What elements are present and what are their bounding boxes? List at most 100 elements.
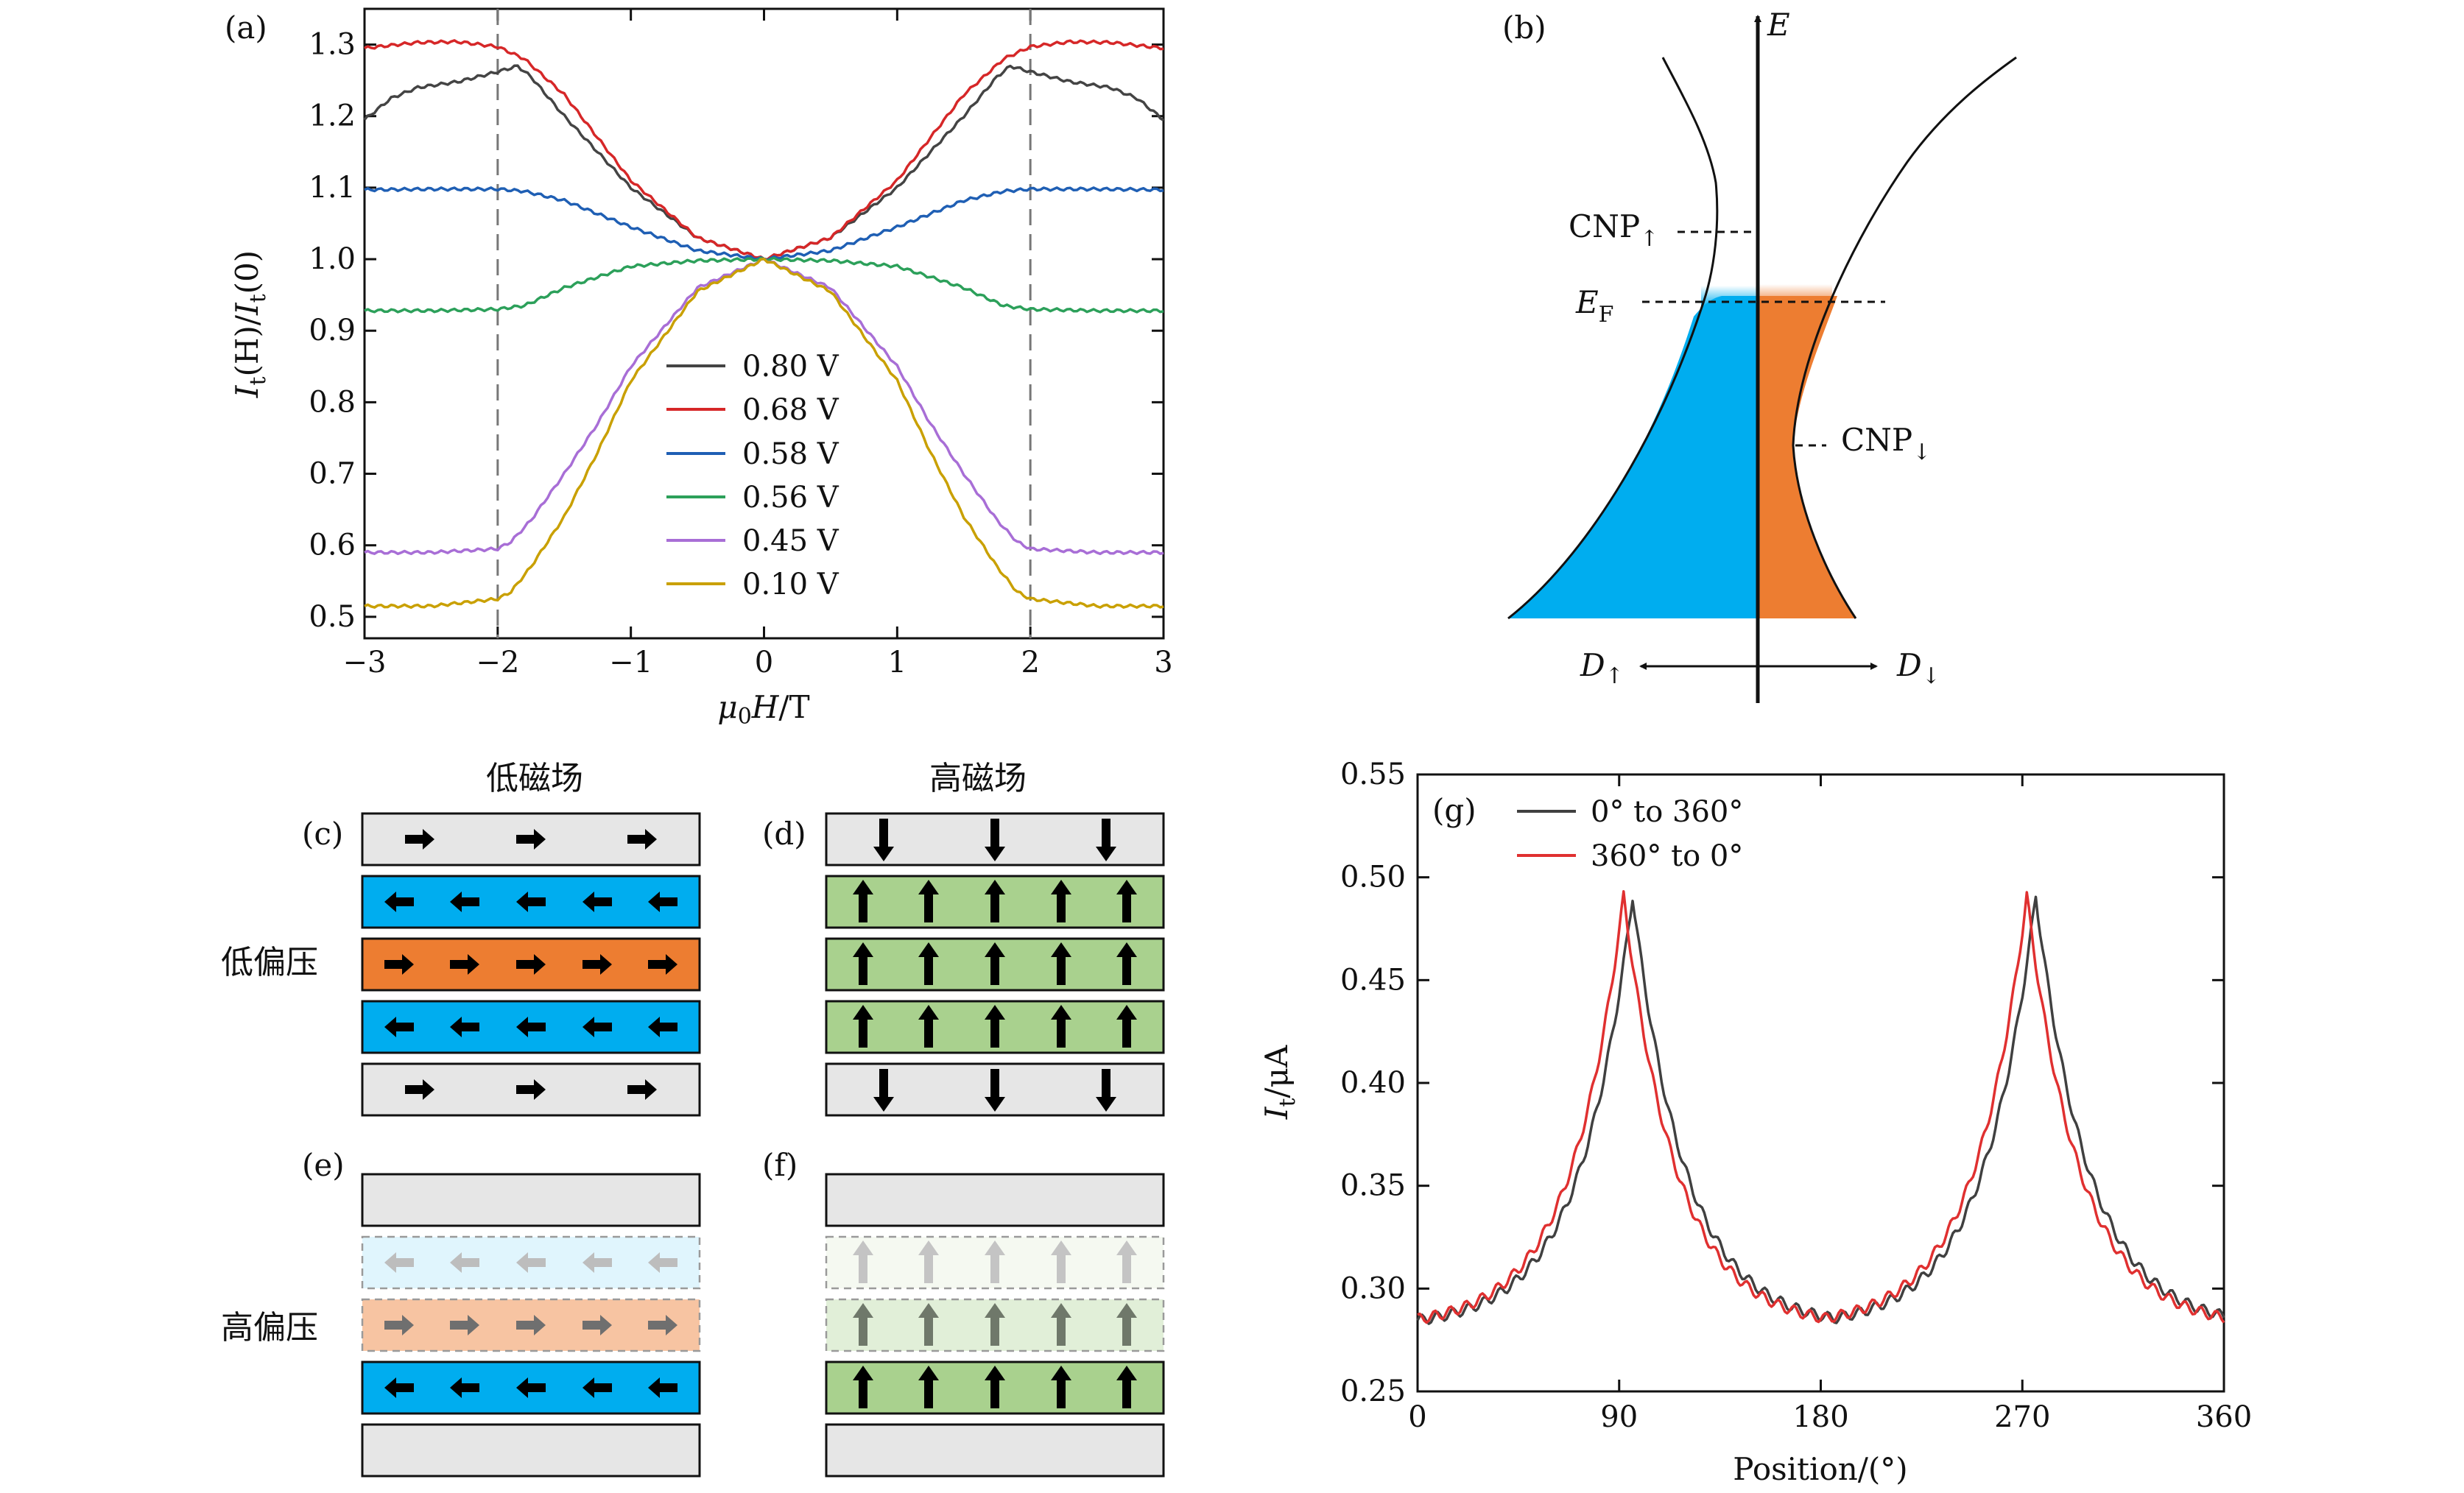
dos-curve-down — [1792, 56, 2017, 619]
panel-a-ylabel: It(H)/It(0) — [229, 250, 271, 398]
arrow-up-icon — [985, 942, 1005, 985]
fermi-fade-up — [1701, 286, 1756, 308]
legend-label-0.56: 0.56 V — [742, 481, 839, 515]
arrow-right-icon — [384, 1315, 414, 1335]
d-layer-2 — [825, 875, 1165, 929]
a-ytick-label: 0.5 — [309, 600, 356, 634]
arrow-up-icon — [853, 1240, 873, 1283]
dos-up-label: D↑ — [1580, 647, 1624, 689]
arrow-left-icon — [384, 892, 414, 912]
g-xtick-label: 180 — [1792, 1400, 1848, 1434]
a-xtick-label: −1 — [609, 646, 652, 680]
a-xtick-label: 1 — [888, 646, 907, 680]
arrow-down-icon — [873, 819, 894, 861]
legend-label-reverse: 360° to 0° — [1591, 839, 1743, 873]
row-label-low-bias: 低偏压 — [221, 944, 318, 981]
a-ytick-label: 0.8 — [309, 385, 356, 419]
panel-g-label: (g) — [1432, 792, 1476, 828]
arrow-up-icon — [853, 942, 873, 985]
arrow-up-icon — [985, 1366, 1005, 1408]
arrow-left-icon — [582, 1017, 612, 1037]
panel-b-label: (b) — [1502, 10, 1546, 46]
panel-b: (b) E D↑ D↓ CNP↑ EF CNP↓ — [1502, 7, 2017, 703]
arrow-left-icon — [450, 1252, 479, 1273]
arrow-right-icon — [516, 829, 546, 850]
arrow-left-icon — [516, 1017, 546, 1037]
d-layer-1 — [825, 812, 1165, 866]
arrow-up-icon — [853, 1005, 873, 1048]
panel-g-axes: 0 90 180 270 360 0.25 0.30 0.35 0.40 0.45 0.50 0.55 — [1340, 758, 2252, 1434]
c-layer-2 — [361, 875, 701, 929]
panel-e-label: (e) — [302, 1147, 345, 1183]
g-ytick-label: 0.40 — [1340, 1066, 1406, 1100]
e-layer-2 — [361, 1235, 701, 1290]
arrow-left-icon — [384, 1252, 414, 1273]
panel-a-label: (a) — [225, 10, 267, 46]
arrow-left-icon — [384, 1017, 414, 1037]
g-ytick-label: 0.45 — [1340, 963, 1406, 997]
e-layer-4 — [361, 1360, 701, 1415]
panel-g-series — [1416, 890, 2225, 1325]
panel-g-ylabel: It/μA — [1259, 1045, 1300, 1120]
a-ytick-label: 1.1 — [309, 171, 356, 205]
a-ytick-label: 0.9 — [309, 314, 356, 347]
fermi-label: EF — [1575, 284, 1614, 328]
arrow-left-icon — [648, 892, 677, 912]
c-layer-5 — [361, 1062, 701, 1117]
arrow-up-icon — [1051, 880, 1071, 922]
arrow-left-icon — [450, 1017, 479, 1037]
dos-spin-down-fill — [1759, 296, 1856, 618]
legend-label-0.80: 0.80 V — [742, 350, 839, 384]
a-series-0.56V — [364, 256, 1164, 314]
arrow-down-icon — [985, 819, 1005, 861]
arrow-down-icon — [1096, 1069, 1116, 1112]
arrow-up-icon — [1116, 1005, 1137, 1048]
e-layer-1-box — [361, 1173, 701, 1227]
arrow-right-icon — [450, 954, 479, 975]
panel-a-xlabel: μ0H/T — [717, 689, 809, 730]
a-ytick-label: 0.6 — [309, 529, 356, 562]
arrow-right-icon — [582, 954, 612, 975]
a-ytick-label: 1.3 — [309, 28, 356, 62]
a-ytick-label: 0.7 — [309, 457, 356, 491]
arrow-up-icon — [853, 1303, 873, 1346]
a-series-0.80V — [363, 64, 1164, 261]
arrow-down-icon — [985, 1069, 1005, 1112]
d-layer-4 — [825, 1000, 1165, 1054]
cnp-down-label: CNP↓ — [1841, 422, 1931, 465]
arrow-right-icon — [648, 1315, 677, 1335]
panel-a: (a) −3 −2 −1 0 1 2 3 0.5 0.6 0.7 0.8 0.9 1.0 1.1 1.2 1.… — [225, 7, 1173, 730]
energy-axis-label: E — [1767, 7, 1790, 43]
arrow-up-icon — [918, 1366, 939, 1408]
arrow-up-icon — [985, 1303, 1005, 1346]
panel-a-axes: −3 −2 −1 0 1 2 3 0.5 0.6 0.7 0.8 0.9 1.0 1.1 1.2 1.3 — [309, 9, 1173, 680]
header-high-field: 高磁场 — [929, 760, 1027, 797]
panel-f-label: (f) — [762, 1147, 798, 1183]
a-ytick-label: 1.2 — [309, 99, 356, 133]
panel-g-xlabel: Position/(°) — [1733, 1451, 1907, 1487]
e-layer-5 — [361, 1423, 701, 1478]
g-ytick-label: 0.30 — [1340, 1271, 1406, 1305]
arrow-up-icon — [1051, 1303, 1071, 1346]
panel-a-series — [363, 39, 1164, 609]
arrow-right-icon — [516, 1315, 546, 1335]
arrow-left-icon — [516, 1252, 546, 1273]
arrow-up-icon — [985, 1240, 1005, 1283]
legend-label-forward: 0° to 360° — [1591, 795, 1743, 829]
g-ytick-label: 0.55 — [1340, 758, 1406, 791]
arrow-up-icon — [918, 1240, 939, 1283]
arrow-up-icon — [1051, 1366, 1071, 1408]
legend-label-0.45: 0.45 V — [742, 524, 839, 558]
arrow-up-icon — [1051, 1240, 1071, 1283]
a-xtick-label: 3 — [1154, 646, 1172, 680]
arrow-left-icon — [582, 1377, 612, 1398]
panel-g-legend: 0° to 360° 360° to 0° — [1517, 795, 1743, 873]
arrow-left-icon — [516, 1377, 546, 1398]
g-xtick-label: 270 — [1994, 1400, 2050, 1434]
panel-c-label: (c) — [302, 816, 343, 852]
f-layer-4 — [825, 1360, 1165, 1415]
arrow-right-icon — [450, 1315, 479, 1335]
legend-label-0.68: 0.68 V — [742, 393, 839, 427]
g-ytick-label: 0.50 — [1340, 861, 1406, 894]
